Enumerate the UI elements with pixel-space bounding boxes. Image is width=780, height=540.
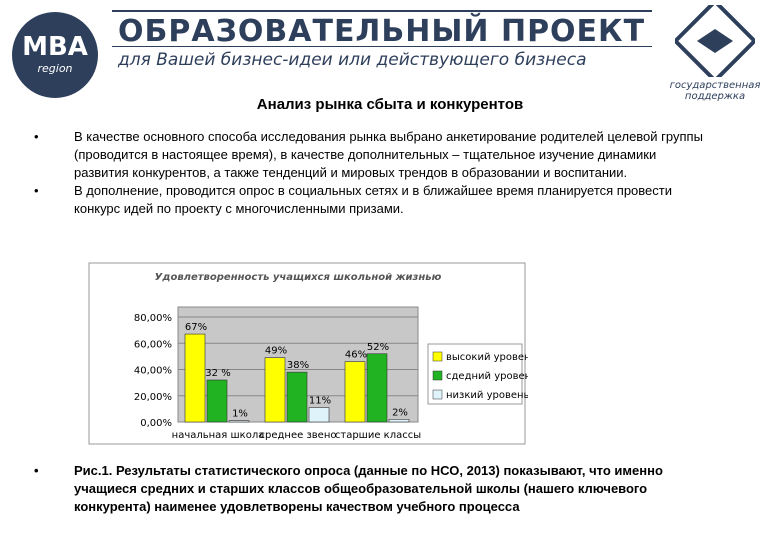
x-tick-label: среднее звено (260, 430, 337, 441)
data-label: 38% (287, 360, 309, 371)
bullet: В дополнение, проводится опрос в социаль… (34, 182, 714, 218)
rule (112, 46, 652, 47)
y-tick-label: 0,00% (140, 418, 172, 429)
data-label: 1% (232, 409, 248, 420)
heading: Анализ рынка сбыта и конкурентов (256, 96, 524, 113)
chart-title: Удовлетворенность учащихся школьной жизн… (155, 272, 442, 283)
bar (366, 353, 388, 423)
legend-box (427, 343, 523, 405)
logo-sub: region (37, 62, 73, 75)
x-tick-label: старшие классы (335, 430, 421, 441)
data-label: 67% (185, 322, 207, 333)
rule (112, 10, 652, 12)
y-tick-label: 40,00% (134, 366, 172, 377)
x-tick-label: начальная школа (172, 430, 265, 441)
y-tick-label: 80,00% (134, 313, 172, 324)
caption-list: Рис.1. Результаты статистического опроса… (34, 462, 724, 516)
data-label: 49% (265, 346, 287, 357)
data-label: 46% (345, 350, 367, 361)
bar (228, 420, 250, 423)
legend-swatch (432, 370, 443, 381)
legend-swatch (432, 351, 443, 362)
chart: Удовлетворенность учащихся школьной жизн… (88, 262, 528, 445)
header-subtitle: для Вашей бизнес-идеи или действующего б… (118, 50, 587, 70)
bar (286, 371, 308, 423)
bar (184, 333, 206, 423)
bar (264, 357, 286, 423)
bar (206, 379, 228, 423)
legend-label: низкий уровень (446, 390, 528, 401)
handshake-icon (675, 5, 755, 77)
legend-label: сдедний уровень (446, 371, 528, 382)
y-tick-label: 20,00% (134, 392, 172, 403)
bar (308, 407, 330, 423)
data-label: 11% (309, 396, 331, 407)
data-label: 2% (392, 407, 408, 418)
bullet: В качестве основного способа исследовани… (34, 128, 714, 182)
badge: государственная поддержка (669, 80, 761, 102)
bar (344, 361, 366, 423)
bullet-list: В качестве основного способа исследовани… (34, 128, 714, 218)
y-tick-label: 60,00% (134, 339, 172, 350)
legend-swatch (432, 389, 443, 400)
header-title: ОБРАЗОВАТЕЛЬНЫЙ ПРОЕКТ (118, 14, 646, 49)
caption: Рис.1. Результаты статистического опроса… (34, 462, 724, 516)
legend-label: высокий уровень (446, 352, 528, 363)
bar (388, 419, 410, 423)
data-label: 52% (367, 342, 389, 353)
data-label: 32 % (205, 368, 230, 379)
logo-text: MBA (22, 32, 88, 62)
logo: MBA region (12, 12, 98, 98)
